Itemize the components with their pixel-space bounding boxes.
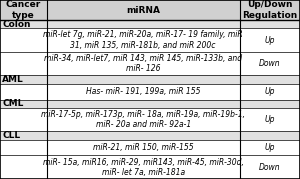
Bar bbox=[0, 140, 300, 156]
Text: Up: Up bbox=[265, 87, 275, 96]
Bar bbox=[0, 84, 300, 100]
Text: CML: CML bbox=[2, 99, 24, 108]
Text: Up/Down
Regulation: Up/Down Regulation bbox=[242, 0, 298, 20]
Text: miR-21, miR 150, miR-155: miR-21, miR 150, miR-155 bbox=[93, 143, 194, 152]
Text: Down: Down bbox=[259, 59, 281, 68]
Text: Up: Up bbox=[265, 143, 275, 152]
Text: miRNA: miRNA bbox=[126, 6, 160, 14]
Bar bbox=[0, 100, 300, 108]
Bar bbox=[0, 76, 300, 84]
Text: Up: Up bbox=[265, 115, 275, 124]
Text: Colon: Colon bbox=[2, 20, 31, 29]
Text: Has- miR- 191, 199a, miR 155: Has- miR- 191, 199a, miR 155 bbox=[86, 87, 200, 96]
Bar bbox=[0, 156, 300, 179]
Text: miR-let 7g, miR-21, miR-20a, miR-17- 19 family, miR
31, miR 135, miR-181b, and m: miR-let 7g, miR-21, miR-20a, miR-17- 19 … bbox=[44, 30, 243, 50]
Text: miR-17-5p, miR-173p, miR- 18a, miR-19a, miR-19b-1,
miR- 20a and miR- 92a-1: miR-17-5p, miR-173p, miR- 18a, miR-19a, … bbox=[41, 110, 245, 129]
Text: Down: Down bbox=[259, 163, 281, 172]
Text: Up: Up bbox=[265, 36, 275, 45]
Bar bbox=[0, 28, 300, 52]
Bar bbox=[0, 0, 300, 20]
Bar bbox=[0, 108, 300, 131]
Text: AML: AML bbox=[2, 75, 24, 84]
Bar bbox=[0, 20, 300, 28]
Text: miR-34, miR-let7, miR 143, miR 145, miR-133b, and
miR- 126: miR-34, miR-let7, miR 143, miR 145, miR-… bbox=[44, 54, 242, 73]
Bar bbox=[0, 52, 300, 76]
Text: miR- 15a, miR16, miR-29, miR143, miR-45, miR-30d,
miR- let 7a, miR-181a: miR- 15a, miR16, miR-29, miR143, miR-45,… bbox=[43, 158, 244, 177]
Text: CLL: CLL bbox=[2, 131, 20, 140]
Text: Cancer
type: Cancer type bbox=[6, 0, 41, 20]
Bar bbox=[0, 131, 300, 140]
